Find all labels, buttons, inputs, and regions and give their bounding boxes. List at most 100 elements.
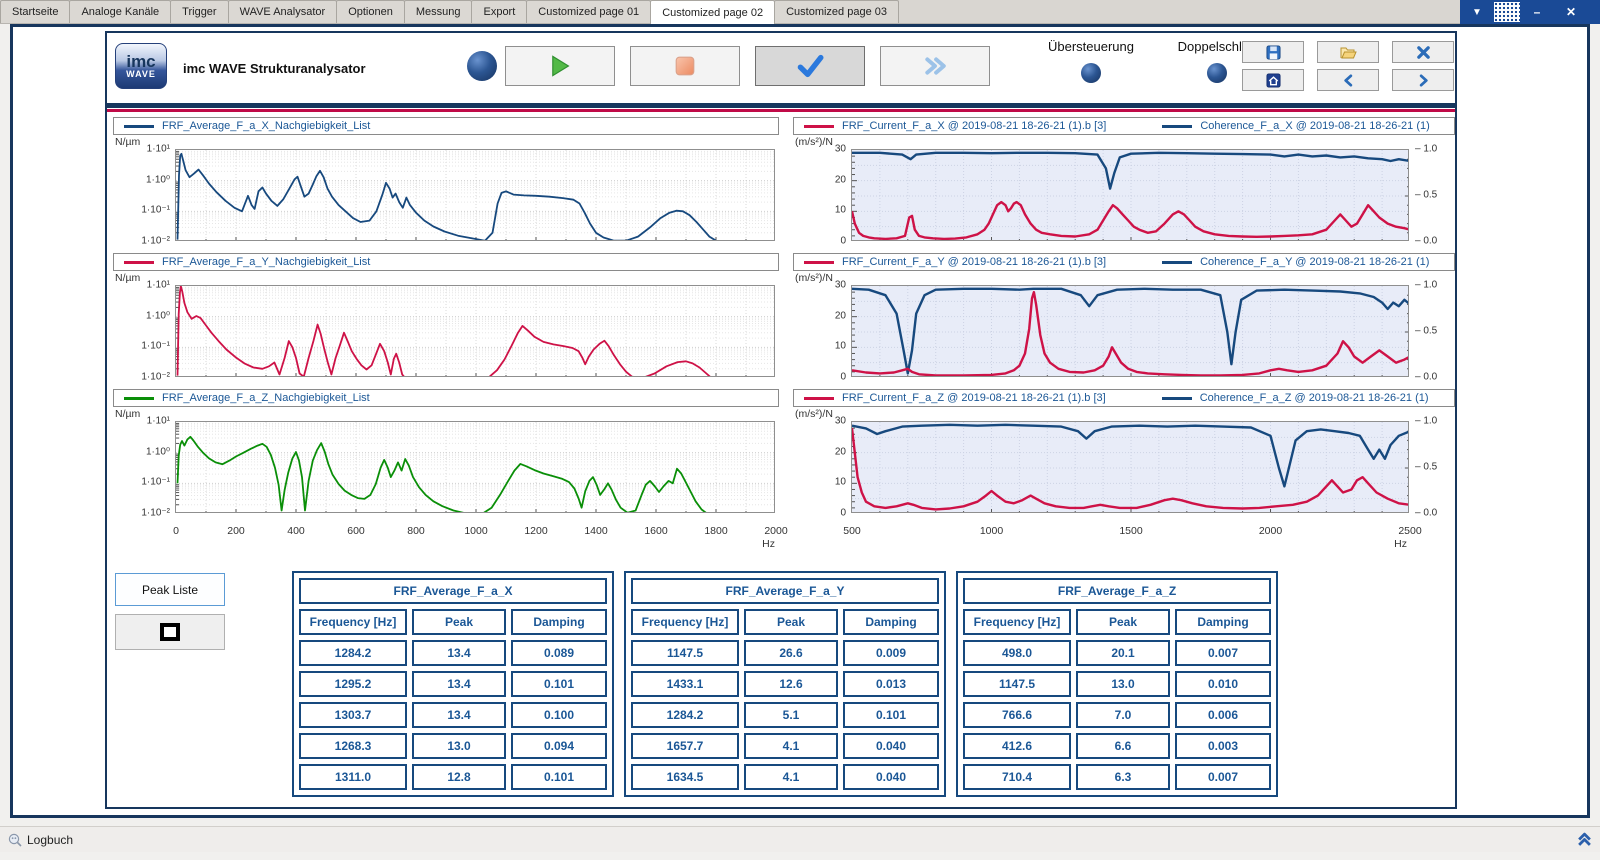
peak-list-area: Peak Liste FRF_Average_F_a_X Frequency [H… [107, 569, 1455, 807]
chart-legend[interactable]: FRF_Average_F_a_X_Nachgiebigkeit_List [113, 117, 779, 135]
start-button[interactable] [505, 46, 615, 86]
table-cell: 12.6 [744, 671, 838, 697]
table-cell: 4.1 [744, 733, 838, 759]
stop-button[interactable] [630, 46, 740, 86]
tab-optionen[interactable]: Optionen [336, 0, 405, 23]
open-folder-button[interactable] [1317, 41, 1379, 63]
legend-label-coherence: Coherence_F_a_Y @ 2019-08-21 18-26-21 (1… [1200, 256, 1430, 268]
status-bar: Logbuch [0, 826, 1600, 852]
logbuch-item[interactable]: Logbuch [8, 833, 73, 847]
drag-grip-icon[interactable] [1494, 2, 1520, 22]
y-tick-label: 1·10¹ [146, 415, 170, 427]
dropdown-arrow-icon[interactable]: ▼ [1472, 6, 1482, 18]
close-button[interactable]: ✕ [1565, 5, 1577, 19]
y-axis-left: 30 20 10 0 [793, 416, 851, 519]
y-tick-label: – 0.5 [1415, 189, 1438, 201]
legend-line-sample-frf [804, 260, 834, 264]
y-tick-label: 30 [834, 143, 846, 155]
x-tick-label: 2000 [764, 525, 788, 537]
y-tick-label: 0 [840, 235, 846, 247]
peak-liste-button[interactable]: Peak Liste [115, 573, 225, 606]
table-cell: 13.4 [412, 702, 506, 728]
table-cell: 0.006 [1175, 702, 1272, 728]
tab-analoge-kanäle[interactable]: Analoge Kanäle [69, 0, 172, 23]
legend-label-frf: FRF_Current_F_a_X @ 2019-08-21 18-26-21 … [842, 120, 1107, 132]
chart-plot[interactable] [851, 421, 1409, 513]
x-tick-label: 1000 [464, 525, 488, 537]
table-cell: 1147.5 [963, 671, 1071, 697]
confirm-button[interactable] [755, 46, 865, 86]
previous-page-button[interactable] [1317, 69, 1379, 91]
home-button[interactable] [1242, 69, 1304, 91]
table-row: 1268.3 13.0 0.094 [299, 733, 607, 759]
y-axis-unit: N/µm [115, 408, 141, 420]
table-cell: 0.101 [511, 671, 607, 697]
legend-label-coherence: Coherence_F_a_Z @ 2019-08-21 18-26-21 (1… [1199, 392, 1429, 404]
legend-label: FRF_Average_F_a_Y_Nachgiebigkeit_List [162, 256, 371, 268]
table-cell: 4.1 [744, 764, 838, 790]
stop-icon [675, 56, 695, 76]
tab-customized-page-01[interactable]: Customized page 01 [526, 0, 652, 23]
next-page-button[interactable] [1392, 69, 1454, 91]
table-cell: 7.0 [1076, 702, 1170, 728]
y-axis-unit: N/µm [115, 272, 141, 284]
chart-plot[interactable] [175, 149, 775, 241]
table-cell: 1433.1 [631, 671, 739, 697]
tab-wave-analysator[interactable]: WAVE Analysator [227, 0, 338, 23]
legend-label: FRF_Average_F_a_X_Nachgiebigkeit_List [162, 120, 371, 132]
right-chart-3: FRF_Current_F_a_Z @ 2019-08-21 18-26-21 … [793, 389, 1455, 519]
double-hit-label: Doppelschlag [1177, 39, 1257, 54]
table-title: FRF_Average_F_a_X [299, 578, 607, 604]
chart-legend[interactable]: FRF_Current_F_a_Y @ 2019-08-21 18-26-21 … [793, 253, 1455, 271]
y-tick-label: – 1.0 [1415, 279, 1438, 291]
chart-plot[interactable] [175, 285, 775, 377]
tab-startseite[interactable]: Startseite [0, 0, 71, 23]
chart-legend[interactable]: FRF_Average_F_a_Z_Nachgiebigkeit_List [113, 389, 779, 407]
table-cell: 0.040 [843, 764, 939, 790]
tab-customized-page-02[interactable]: Customized page 02 [650, 0, 776, 24]
close-page-button[interactable] [1392, 41, 1454, 63]
table-row: 1311.0 12.8 0.101 [299, 764, 607, 790]
peak-table-FRF_Average_F_a_X: FRF_Average_F_a_X Frequency [Hz] Peak Dampi… [292, 571, 614, 797]
table-header-cell: Frequency [Hz] [963, 609, 1071, 635]
expand-up-icon[interactable] [1577, 832, 1592, 847]
record-indicator [467, 51, 497, 81]
legend-label: FRF_Average_F_a_Z_Nachgiebigkeit_List [162, 392, 370, 404]
chart-legend[interactable]: FRF_Current_F_a_X @ 2019-08-21 18-26-21 … [793, 117, 1455, 135]
x-tick-label: 1400 [584, 525, 608, 537]
x-tick-label: 2000 [1258, 525, 1283, 537]
x-tick-label: 400 [287, 525, 305, 537]
chart-legend[interactable]: FRF_Average_F_a_Y_Nachgiebigkeit_List [113, 253, 779, 271]
tab-messung[interactable]: Messung [403, 0, 473, 23]
skip-button[interactable] [880, 46, 990, 86]
stop-display-button[interactable] [115, 614, 225, 650]
y-tick-label: – 0.0 [1415, 235, 1438, 247]
chart-plot[interactable] [175, 421, 775, 513]
table-row: 498.0 20.1 0.007 [963, 640, 1272, 666]
chart-plot[interactable] [851, 149, 1409, 241]
table-row: 766.6 7.0 0.006 [963, 702, 1272, 728]
left-charts-column: FRF_Average_F_a_X_Nachgiebigkeit_List N/µ… [113, 117, 788, 551]
left-chart-3: FRF_Average_F_a_Z_Nachgiebigkeit_List N/µ… [113, 389, 779, 519]
chart-plot[interactable] [851, 285, 1409, 377]
table-cell: 6.3 [1076, 764, 1170, 790]
y-tick-label: 1·10⁻¹ [141, 204, 170, 216]
minimize-button[interactable]: – [1533, 5, 1541, 19]
tab-export[interactable]: Export [471, 0, 528, 23]
y-tick-label: – 0.0 [1415, 507, 1438, 519]
main-panel: imc WAVE imc WAVE Strukturanalysator [10, 24, 1590, 818]
x-tick-label: 1600 [644, 525, 668, 537]
table-cell: 13.4 [412, 640, 506, 666]
save-button[interactable] [1242, 41, 1304, 63]
y-axis-unit: (m/s²)/N [795, 408, 833, 420]
y-tick-label: – 1.0 [1415, 143, 1438, 155]
table-cell: 766.6 [963, 702, 1071, 728]
chart-legend[interactable]: FRF_Current_F_a_Z @ 2019-08-21 18-26-21 … [793, 389, 1455, 407]
table-cell: 0.101 [843, 702, 939, 728]
tab-trigger[interactable]: Trigger [170, 0, 229, 23]
tab-customized-page-03[interactable]: Customized page 03 [774, 0, 899, 23]
y-tick-label: 1·10⁰ [145, 174, 170, 186]
table-header-cell: Frequency [Hz] [299, 609, 407, 635]
header: imc WAVE imc WAVE Strukturanalysator [107, 33, 1455, 103]
y-axis-right: – 1.0 – 0.5 – 0.0 [1409, 144, 1453, 247]
